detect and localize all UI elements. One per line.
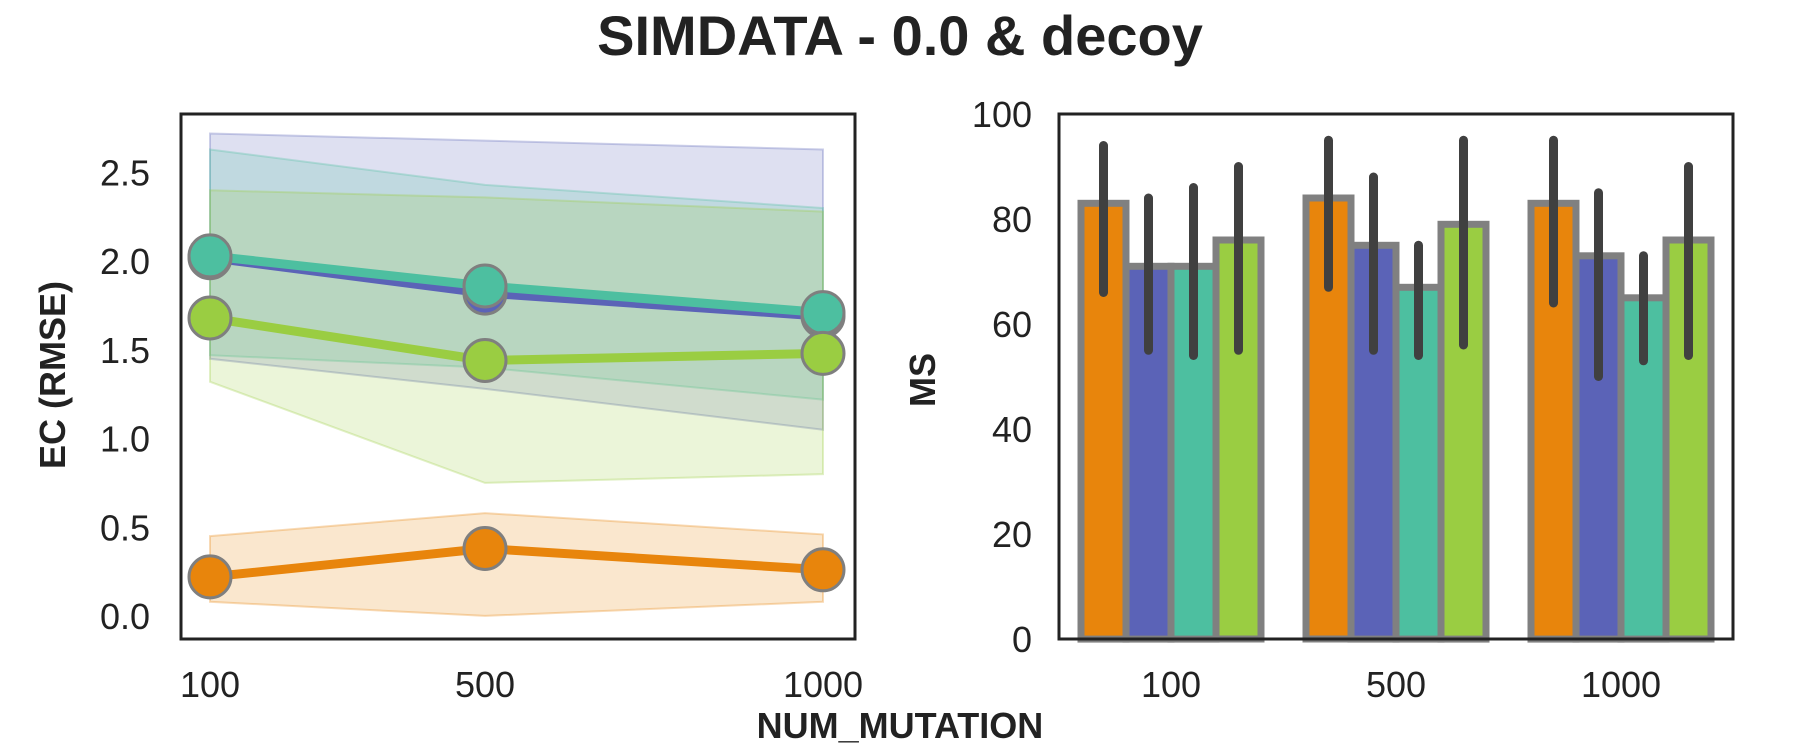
bar-chart-frame [1057, 112, 1735, 641]
data-point-1-2 [800, 290, 846, 336]
y-tick-label: 1.0 [100, 419, 150, 460]
y-tick-label: 2.0 [100, 241, 150, 282]
data-point-1-0 [187, 233, 233, 279]
bars [1077, 194, 1715, 643]
x-tick-label: 1000 [1581, 664, 1661, 705]
y-tick-label: 2.5 [100, 153, 150, 194]
line-chart-x-ticks: 100 500 1000 [180, 664, 863, 705]
y-tick-label: 1.5 [100, 330, 150, 371]
x-tick-label: 1000 [783, 664, 863, 705]
data-point-3-2 [800, 547, 846, 593]
bar-chart-panel: MS 0 20 40 60 80 100 100 500 1000 [902, 94, 1735, 705]
line-chart-y-ticks: 0.0 0.5 1.0 1.5 2.0 2.5 [100, 153, 150, 637]
data-point-1-1 [462, 263, 508, 309]
x-axis-label: NUM_MUTATION [757, 705, 1044, 746]
data-point-2-2 [800, 330, 846, 376]
x-tick-label: 100 [180, 664, 240, 705]
ci-band-3 [209, 512, 824, 617]
x-tick-label: 500 [455, 664, 515, 705]
bar-chart-y-ticks: 0 20 40 60 80 100 [972, 94, 1032, 660]
line-chart-y-axis-label: EC (RMSE) [32, 281, 73, 469]
y-tick-label: 60 [992, 304, 1032, 345]
x-tick-label: 100 [1141, 664, 1201, 705]
data-point-2-1 [462, 338, 508, 383]
y-tick-label: 0 [1012, 619, 1032, 660]
bar-chart-x-ticks: 100 500 1000 [1141, 664, 1661, 705]
ci-band-1 [209, 148, 824, 401]
y-tick-label: 0.0 [100, 596, 150, 637]
figure-title: SIMDATA - 0.0 & decoy [597, 4, 1203, 67]
error-bars [1099, 135, 1693, 381]
y-tick-label: 0.5 [100, 507, 150, 548]
ci-band-2 [209, 189, 824, 484]
data-point-3-1 [462, 526, 508, 571]
y-tick-label: 20 [992, 514, 1032, 555]
y-tick-label: 40 [992, 409, 1032, 450]
line-chart-panel: EC (RMSE) 0.0 0.5 1.0 1.5 2.0 2.5 100 500 1000 [32, 112, 863, 705]
bar-chart-y-axis-label: MS [902, 353, 943, 407]
data-point-2-0 [187, 295, 233, 341]
y-tick-label: 100 [972, 94, 1032, 135]
confidence-bands [209, 132, 824, 617]
y-tick-label: 80 [992, 199, 1032, 240]
line-chart-frame [179, 112, 857, 641]
x-tick-label: 500 [1366, 664, 1426, 705]
series-markers [187, 233, 846, 600]
data-point-3-0 [187, 554, 233, 600]
